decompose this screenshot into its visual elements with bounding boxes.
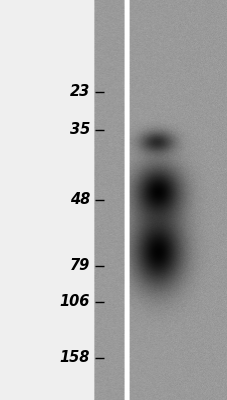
Text: 23: 23 [69,84,90,100]
Text: 158: 158 [59,350,90,366]
Text: 79: 79 [69,258,90,274]
Text: 106: 106 [59,294,90,310]
Text: 35: 35 [69,122,90,138]
Text: 48: 48 [69,192,90,208]
